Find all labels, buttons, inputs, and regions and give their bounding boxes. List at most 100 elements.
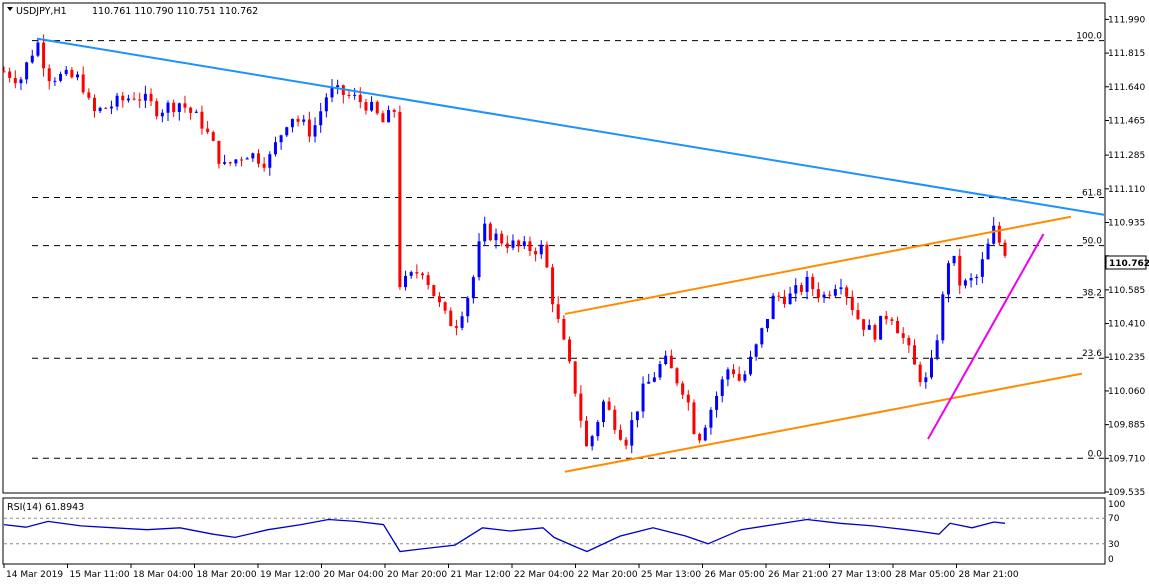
candle-body (449, 310, 453, 327)
candle-body (183, 103, 187, 108)
candle-body (715, 395, 719, 410)
candle-body (799, 285, 803, 292)
candle-body (477, 241, 481, 278)
candle-body (720, 379, 724, 396)
candle-body (1003, 242, 1007, 256)
collapse-triangle-icon[interactable] (7, 7, 13, 11)
candle-body (47, 68, 51, 82)
candle-body (358, 94, 362, 103)
candle-body (98, 107, 102, 112)
candle-body (782, 296, 786, 305)
candle-body (336, 85, 340, 88)
candle-body (873, 325, 877, 340)
rsi-tick-label: 0 (1108, 555, 1114, 565)
candle-body (76, 74, 80, 78)
candle-body (217, 140, 221, 164)
candle-body (997, 225, 1001, 243)
candle-body (296, 118, 300, 122)
candle-body (109, 106, 113, 109)
candle-body (958, 255, 962, 286)
candle-body (262, 163, 266, 168)
candle-body (568, 339, 572, 362)
price-tick-label: 111.110 (1108, 185, 1145, 195)
candle-body (426, 275, 430, 286)
rsi-tick-label: 70 (1108, 514, 1120, 524)
candle-body (517, 240, 521, 247)
price-axis: 111.990 111.815 111.640 111.465 111.285 111.1… (1105, 15, 1145, 498)
candle-body (443, 302, 447, 311)
candle-body (963, 280, 967, 286)
candle-body (816, 289, 820, 298)
candle-body (828, 294, 832, 296)
price-tick-label: 109.710 (1108, 454, 1145, 464)
candle-body (743, 374, 747, 381)
candle-body (240, 159, 244, 161)
candle-body (375, 101, 379, 114)
candle-body (845, 287, 849, 297)
candle-body (969, 277, 973, 281)
candle-body (460, 316, 464, 328)
rsi-panel-frame (2, 497, 1106, 565)
candle-body (913, 345, 917, 365)
candle-body (732, 369, 736, 374)
candle-body (613, 409, 617, 430)
time-tick-label: 26 Mar 21:00 (768, 570, 828, 580)
price-tick-label: 110.235 (1108, 353, 1145, 363)
candle-body (579, 393, 583, 421)
fib-level-label: 100.0 (1076, 32, 1102, 42)
candle-body (87, 92, 91, 98)
candle-body (539, 244, 543, 255)
candle-body (494, 233, 498, 241)
candle-body (19, 79, 23, 84)
candle-body (703, 427, 707, 441)
time-tick-label: 19 Mar 12:00 (260, 570, 320, 580)
time-tick-label: 28 Mar 05:00 (895, 570, 955, 580)
candle-body (777, 295, 781, 297)
price-tick-label: 111.640 (1108, 83, 1145, 93)
candle-body (454, 326, 458, 328)
candle-body (59, 74, 63, 81)
time-tick-label: 14 Mar 2019 (6, 570, 63, 580)
price-tick-label: 111.465 (1108, 116, 1145, 126)
candle-body (669, 355, 673, 369)
candle-body (573, 361, 577, 394)
candle-body (726, 369, 730, 380)
candle-body (607, 401, 611, 410)
candle-body (975, 276, 979, 278)
candle-body (381, 113, 385, 123)
candle-body (81, 74, 85, 93)
candle-body (302, 119, 306, 122)
candle-body (534, 251, 538, 255)
trendline-channel-upper (564, 215, 1072, 315)
rsi-line (3, 518, 1006, 553)
candle-body (290, 118, 294, 128)
candle-body (500, 233, 504, 244)
rsi-axis: 100 70 30 0 (1108, 500, 1125, 565)
candle-body (839, 287, 843, 290)
candle-body (760, 328, 764, 345)
candle-body (788, 293, 792, 305)
candle-body (211, 132, 215, 141)
fib-level-label: 50.0 (1082, 237, 1102, 247)
candle-body (675, 368, 679, 384)
candle-body (392, 110, 396, 112)
candle-body (884, 315, 888, 320)
candle-body (319, 111, 323, 126)
candle-body (138, 99, 142, 101)
candle-body (601, 401, 605, 423)
candle-body (115, 95, 119, 107)
candle-body (709, 409, 713, 428)
candle-body (307, 119, 311, 137)
candle-body (189, 107, 193, 113)
time-tick-label: 21 Mar 12:00 (451, 570, 511, 580)
candle-body (811, 276, 815, 290)
trendline-resistance (36, 37, 1105, 216)
price-tick-label: 109.535 (1108, 488, 1145, 498)
time-tick-label: 20 Mar 04:00 (324, 570, 384, 580)
candle-body (511, 240, 515, 248)
candle-body (635, 411, 639, 421)
rsi-header-label: RSI(14) 61.8943 (7, 502, 84, 513)
candle-body (64, 69, 68, 75)
candle-body (364, 102, 368, 111)
